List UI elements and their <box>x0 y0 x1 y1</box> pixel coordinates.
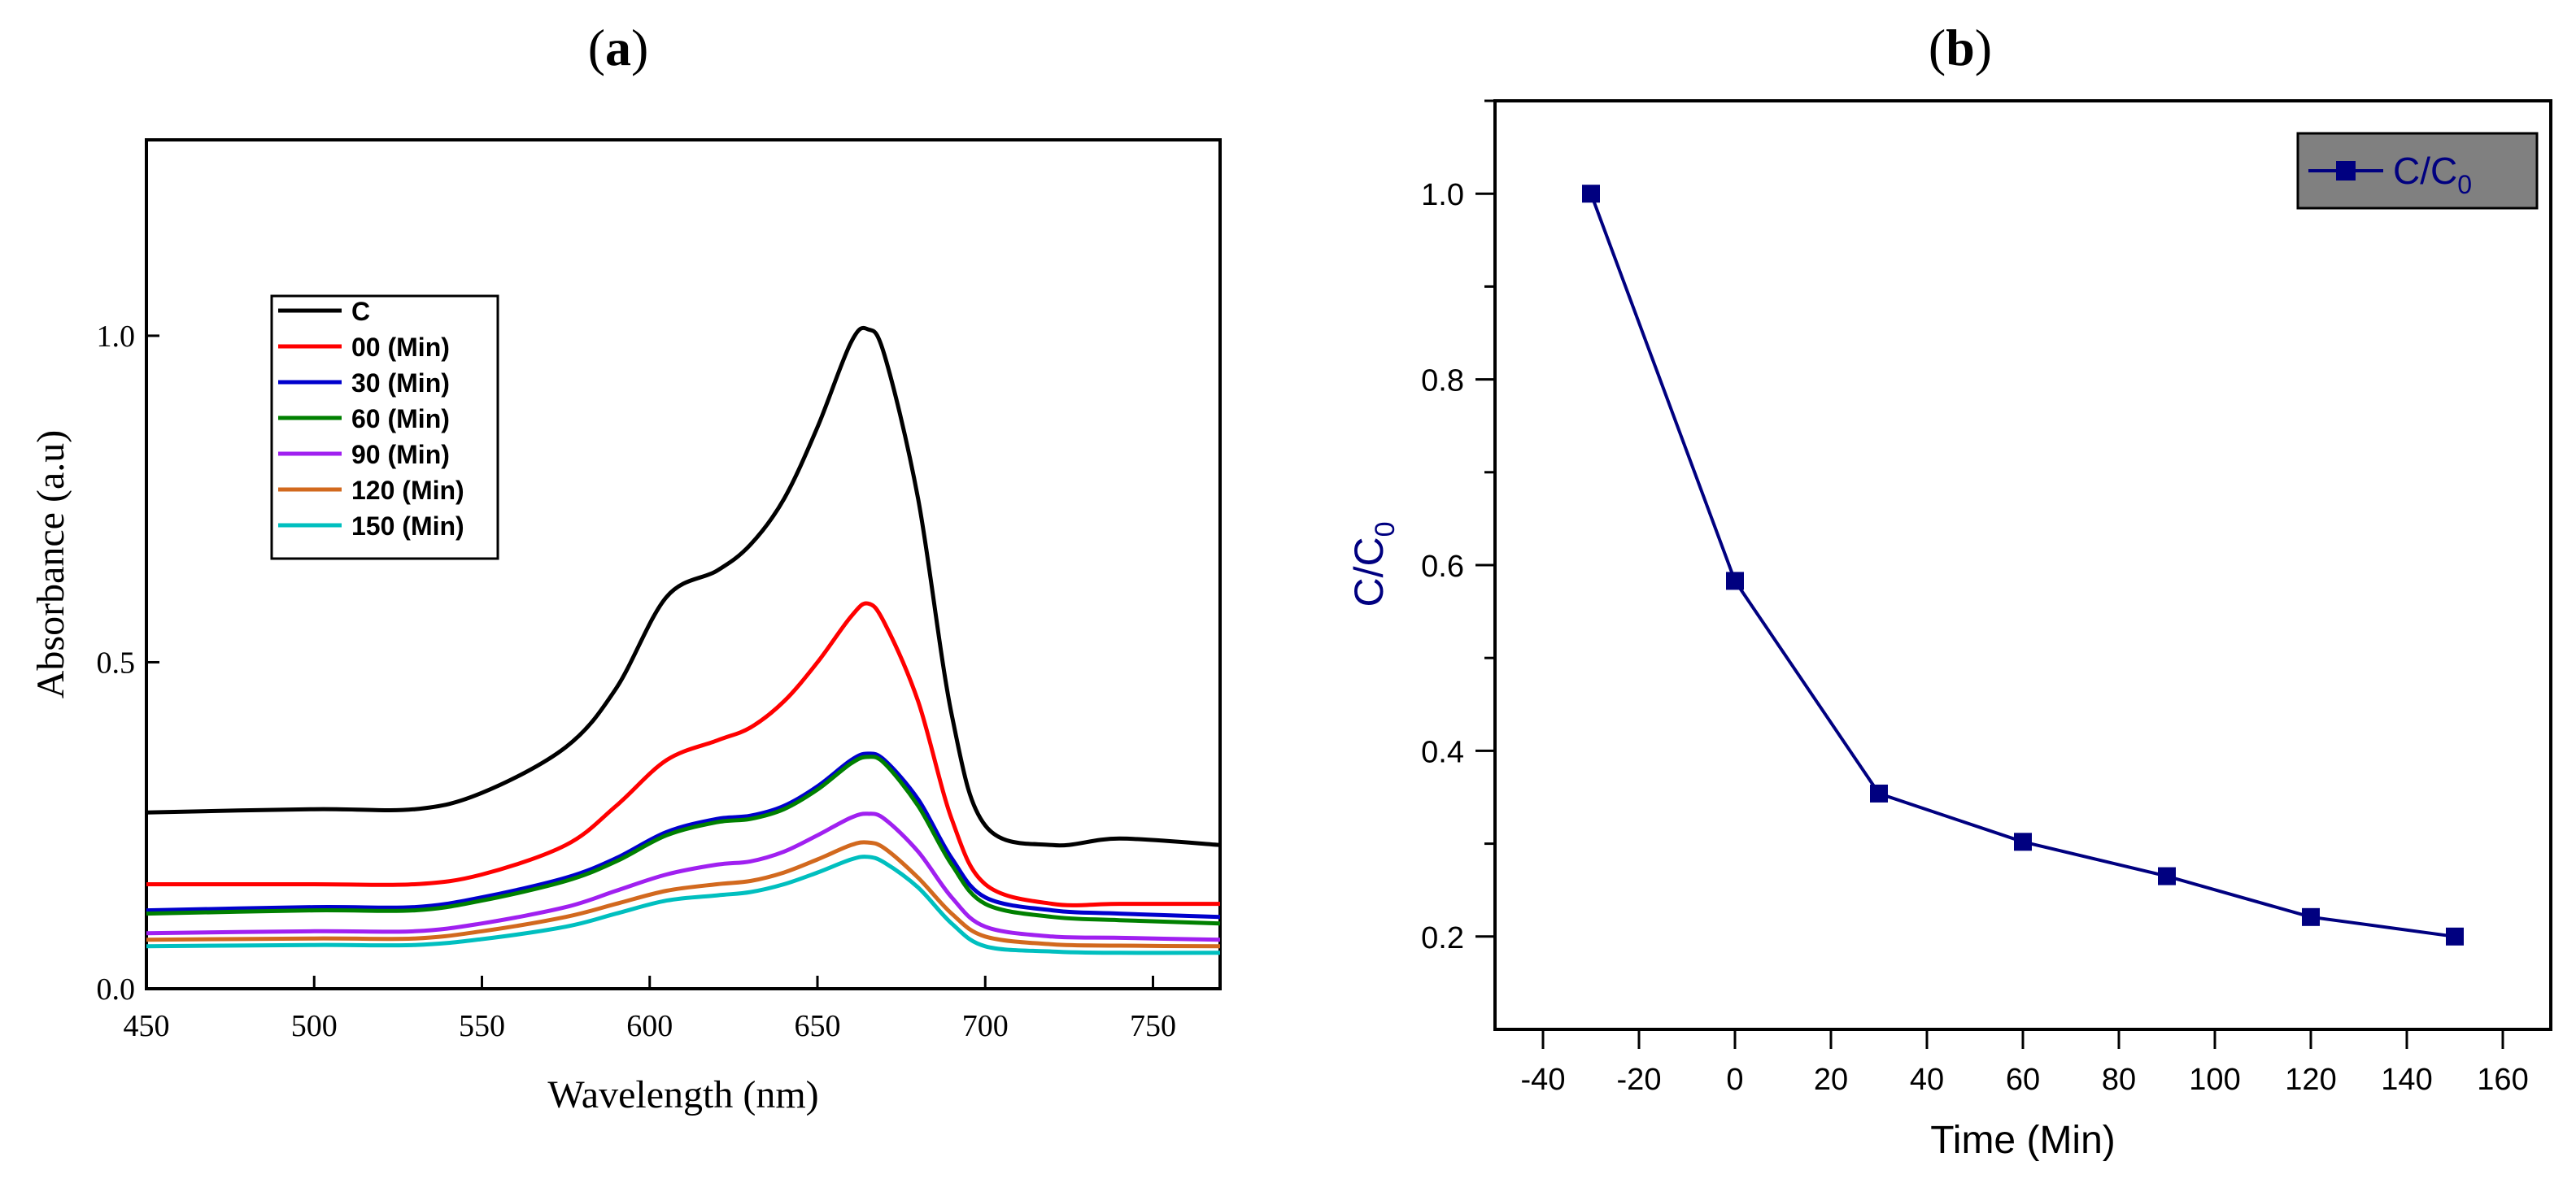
chart-b-legend-marker <box>2336 161 2356 181</box>
chart-b-y-tick-label: 0.4 <box>1421 735 1464 769</box>
chart-a-y-tick-label: 1.0 <box>97 320 136 354</box>
chart-a-legend-label: 00 (Min) <box>351 333 450 362</box>
chart-a-x-tick-label: 650 <box>795 1009 841 1043</box>
chart-a-series-line <box>146 325 1221 848</box>
chart-a-legend-label: 150 (Min) <box>351 511 464 541</box>
chart-a-legend-label: 60 (Min) <box>351 404 450 433</box>
chart-b-data-point <box>1870 784 1888 803</box>
chart-b-x-tick-label: 100 <box>2189 1063 2240 1097</box>
chart-b-x-tick-label: 40 <box>1910 1063 1944 1097</box>
chart-b-y-tick-label: 0.2 <box>1421 921 1464 955</box>
chart-b-y-axis-label: C/C0 <box>1346 521 1401 607</box>
chart-b-data-point <box>1582 185 1600 203</box>
chart-b-plot-frame <box>1493 99 2552 1031</box>
chart-a: 450 500 550 600 650 700 750 0.0 0.5 1.0 Wavelengt… <box>29 138 1222 1116</box>
chart-a-series-line <box>146 855 1221 955</box>
chart-a-series-line <box>146 601 1220 907</box>
chart-b-data-point <box>2446 927 2464 946</box>
chart-a-series-line <box>146 751 1221 920</box>
chart-b-y-axis-label-main: C/C <box>1346 537 1392 607</box>
chart-b-x-tick-label: -20 <box>1617 1063 1662 1097</box>
panel-label-b: (b) <box>1929 19 1992 76</box>
chart-b-legend: C/C0 <box>2296 132 2539 210</box>
chart-a-x-tick-label: 450 <box>124 1009 170 1043</box>
chart-b-x-tick-label: 80 <box>2102 1063 2136 1097</box>
chart-a-legend-label: 30 (Min) <box>351 368 450 398</box>
chart-b-x-tick-label: -40 <box>1521 1063 1566 1097</box>
chart-b-data-point <box>1726 572 1744 590</box>
chart-b-axes: -40 -20 0 20 40 60 80 100 120 140 160 0.2 0.4 0.6 0.8 1… <box>1421 99 2529 1097</box>
panel-label-a-letter: a <box>605 19 631 76</box>
chart-b-legend-label-sub: 0 <box>2457 170 2472 199</box>
panel-label-b-letter: b <box>1946 19 1975 76</box>
chart-b-y-axis-label-sub: 0 <box>1370 521 1401 537</box>
chart-b-x-tick-label: 60 <box>2006 1063 2040 1097</box>
chart-a-y-tick-label: 0.5 <box>97 646 136 680</box>
chart-b-data-point <box>2302 907 2320 926</box>
chart-b-x-tick-label: 20 <box>1814 1063 1848 1097</box>
chart-b-x-tick-label: 160 <box>2477 1063 2528 1097</box>
chart-a-plot-frame <box>145 138 1222 990</box>
chart-b-legend-label-main: C/C <box>2393 150 2457 192</box>
chart-b-y-tick-label: 1.0 <box>1421 178 1464 212</box>
panel-label-a: (a) <box>588 19 649 76</box>
chart-a-axes: 450 500 550 600 650 700 750 0.0 0.5 1.0 <box>97 320 1177 1043</box>
chart-b-legend-label: C/C0 <box>2393 150 2472 199</box>
chart-a-y-tick-label: 0.0 <box>97 972 136 1007</box>
chart-b: -40 -20 0 20 40 60 80 100 120 140 160 0.2 0.4 0.6 0.8 1… <box>1346 99 2552 1162</box>
chart-a-x-tick-label: 500 <box>291 1009 338 1043</box>
chart-a-series-line <box>146 840 1221 949</box>
chart-b-y-tick-label: 0.6 <box>1421 550 1464 584</box>
chart-a-legend-box <box>270 294 499 560</box>
chart-b-series-line <box>1589 193 2456 938</box>
chart-b-data-point <box>2158 867 2176 885</box>
chart-a-legend-label: C <box>351 297 370 326</box>
chart-a-y-axis-label: Absorbance (a.u) <box>29 430 72 699</box>
chart-a-legend-label: 120 (Min) <box>351 476 464 505</box>
chart-b-x-axis-label: Time (Min) <box>1930 1119 2116 1162</box>
chart-b-y-tick-label: 0.8 <box>1421 364 1464 398</box>
chart-a-x-tick-label: 550 <box>459 1009 505 1043</box>
chart-a-x-tick-label: 700 <box>962 1009 1009 1043</box>
chart-b-x-tick-label: 120 <box>2285 1063 2336 1097</box>
chart-b-data-point <box>2014 833 2032 851</box>
chart-a-x-axis-label: Wavelength (nm) <box>547 1073 818 1116</box>
chart-a-x-tick-label: 750 <box>1130 1009 1176 1043</box>
chart-a-series-line <box>146 811 1221 942</box>
chart-b-x-tick-label: 0 <box>1726 1063 1743 1097</box>
chart-a-legend: C 00 (Min) 30 (Min) 60 (Min) 90 (Min) 120 (Mi… <box>270 294 499 560</box>
chart-a-series-line <box>146 755 1221 926</box>
chart-a-curves <box>146 325 1221 955</box>
chart-b-series <box>1582 185 2464 946</box>
chart-b-x-tick-label: 140 <box>2381 1063 2432 1097</box>
chart-a-x-tick-label: 600 <box>626 1009 673 1043</box>
chart-a-legend-label: 90 (Min) <box>351 440 450 469</box>
